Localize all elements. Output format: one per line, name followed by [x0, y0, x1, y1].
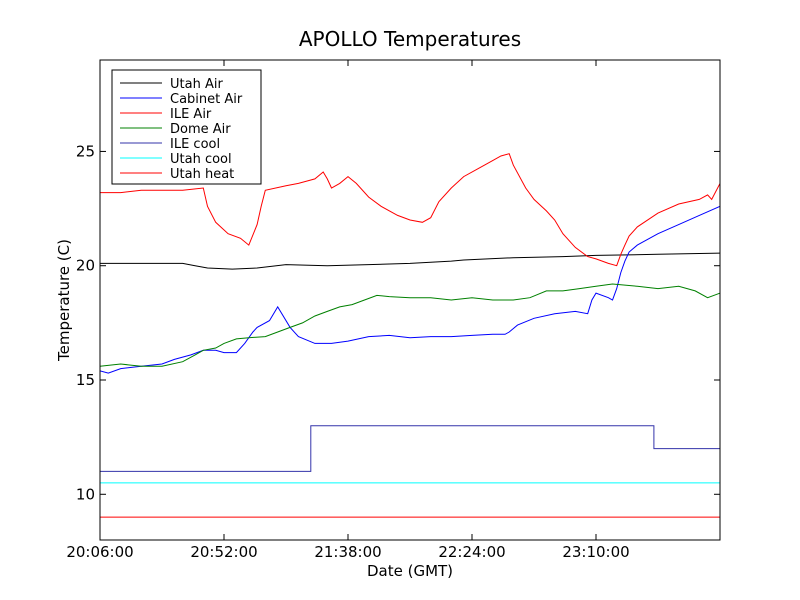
- series-layer: [100, 153, 720, 518]
- y-tick-label: 10: [76, 485, 95, 503]
- legend-label: Cabinet Air: [170, 92, 243, 107]
- x-tick-label: 20:06:00: [66, 543, 133, 561]
- x-tick-label: 21:38:00: [314, 543, 381, 561]
- series-line-cabinet-air: [100, 205, 720, 374]
- series-line-ile-cool: [100, 425, 720, 472]
- x-tick-label: 23:10:00: [562, 543, 629, 561]
- legend-label: ILE Air: [170, 107, 212, 122]
- x-tick-label: 22:24:00: [438, 543, 505, 561]
- tick-layer: 20:06:00 20:52:00 21:38:00 22:24:00 23:10:00…: [66, 60, 720, 561]
- y-axis-label: Temperature (C): [55, 239, 73, 362]
- chart-title: APOLLO Temperatures: [299, 27, 521, 51]
- series-line-dome-air: [100, 283, 720, 367]
- x-tick-label: 20:52:00: [190, 543, 257, 561]
- legend-label: ILE cool: [170, 137, 220, 152]
- plot-frame: [99, 59, 721, 541]
- legend-label: Utah cool: [170, 152, 232, 167]
- legend-label: Utah Air: [170, 77, 223, 92]
- y-tick-label: 25: [76, 142, 95, 160]
- series-line-utah-air: [100, 252, 720, 270]
- legend-box: [111, 69, 262, 185]
- legend-label: Dome Air: [170, 122, 231, 137]
- legend-label: Utah heat: [170, 167, 234, 182]
- y-tick-label: 15: [76, 371, 95, 389]
- y-tick-label: 20: [76, 257, 95, 275]
- x-axis-label: Date (GMT): [367, 562, 453, 580]
- series-line-ile-air: [100, 153, 720, 267]
